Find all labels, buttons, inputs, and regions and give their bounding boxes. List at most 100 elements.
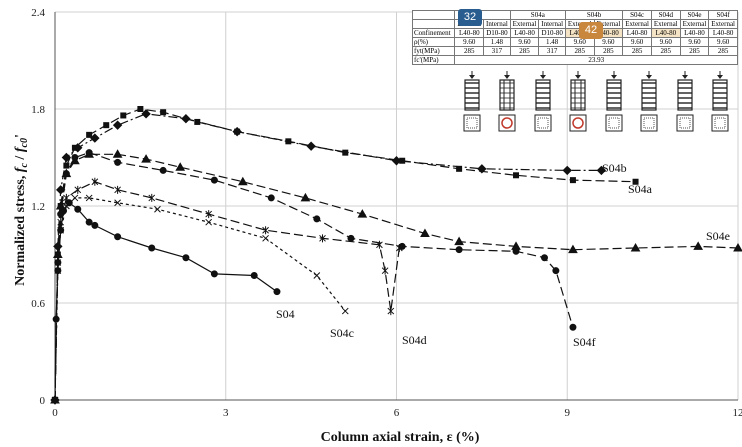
- specimen-sketch: [533, 71, 553, 133]
- series-label-s04d: S04d: [402, 333, 427, 347]
- data-point: [85, 194, 93, 202]
- table-header-cell: S04d: [650, 10, 681, 20]
- data-point: [232, 126, 242, 137]
- table-cell: 317: [483, 46, 511, 56]
- data-point: [74, 205, 82, 213]
- data-point: [306, 141, 316, 151]
- series-s04b: [50, 109, 607, 405]
- axes: 0 3 6 9 12 0 0.6 1.2 1.8 2.4: [31, 7, 742, 419]
- specimen-sketches: [412, 65, 738, 133]
- data-point: [182, 254, 190, 262]
- y-tick-label: 1.8: [31, 104, 45, 116]
- x-tick-label: 9: [565, 407, 571, 419]
- data-point: [569, 177, 576, 184]
- x-tick-label: 3: [223, 407, 229, 419]
- data-point: [141, 109, 151, 119]
- data-point: [160, 109, 167, 116]
- series-label-s04b: S04b: [602, 161, 627, 175]
- data-point: [112, 149, 123, 158]
- data-point: [552, 267, 560, 275]
- table-cell: D10-80: [538, 28, 566, 38]
- table-cell: 9.60: [622, 37, 652, 47]
- table-header-cell: S04f: [708, 10, 738, 20]
- table-cell: L40-80: [708, 28, 738, 38]
- table-cell: 9.60: [454, 37, 485, 47]
- series-line-s04c: [54, 197, 346, 401]
- data-point: [137, 106, 144, 112]
- table-cell: 285: [708, 46, 738, 56]
- y-tick-label: 2.4: [31, 7, 45, 19]
- series-s04: [51, 199, 281, 404]
- series-layer: [50, 106, 742, 405]
- column-sketch-icon: [463, 71, 481, 132]
- confinement-type-row: ExternalInternalExternalInternalExternal…: [411, 19, 738, 29]
- data-point: [86, 131, 93, 138]
- data-point: [114, 199, 121, 207]
- table-cell: 285: [622, 46, 652, 56]
- data-point: [63, 162, 70, 169]
- data-point: [90, 133, 100, 143]
- confinement-type-cell: External: [679, 19, 710, 29]
- table-cell: 9.60: [509, 37, 540, 47]
- data-point: [62, 170, 70, 178]
- data-point: [596, 165, 607, 176]
- data-point: [148, 193, 156, 202]
- table-cell: L40-80: [622, 28, 652, 38]
- table-header-cell: S04a: [509, 10, 566, 20]
- table-row-label: fyt(MPa): [411, 46, 456, 56]
- series-label-s04c: S04c: [330, 326, 354, 340]
- data-point: [273, 288, 281, 296]
- data-point: [55, 200, 66, 210]
- series-line-s04b: [54, 113, 602, 401]
- y-axis-title: Normalized stress, fc / fc0': [13, 134, 30, 286]
- table-row: fc'(MPa) 23.93: [411, 55, 738, 65]
- data-point: [61, 152, 72, 163]
- data-point: [91, 221, 99, 229]
- column-sketch-icon: [640, 71, 658, 132]
- data-point: [205, 218, 213, 226]
- column-sketch-icon: [711, 71, 729, 132]
- inset-table-panel: 32 42 S04a S04b S04c S04d S04e S04f Exte…: [411, 9, 738, 133]
- series-s04d: [51, 177, 403, 404]
- data-point: [205, 210, 213, 219]
- data-point: [250, 272, 258, 280]
- data-point: [112, 120, 123, 130]
- badge-42[interactable]: 42: [579, 22, 603, 39]
- table-cell: 23.93: [454, 55, 738, 65]
- data-point: [114, 233, 122, 241]
- specimen-sketch: [604, 71, 624, 133]
- table-row: ρ(%) 9.60 1.48 9.60 1.48 9.60 9.60 9.60 9.60 9.60…: [411, 37, 738, 47]
- data-point: [319, 234, 326, 243]
- data-point: [267, 194, 275, 202]
- data-point: [262, 234, 269, 242]
- data-point: [210, 270, 218, 278]
- data-point: [71, 154, 79, 161]
- data-point: [91, 177, 99, 186]
- confinement-type-cell: External: [509, 19, 540, 29]
- series-label-s04e: S04e: [706, 229, 730, 243]
- data-point: [57, 210, 65, 218]
- data-point: [74, 185, 82, 194]
- badge-32[interactable]: 32: [458, 9, 482, 26]
- data-point: [630, 243, 641, 252]
- table-cell: 1.48: [483, 37, 511, 47]
- data-point: [387, 307, 395, 316]
- x-tick-label: 12: [733, 407, 742, 419]
- table-cell: 285: [454, 46, 485, 56]
- y-tick-label: 1.2: [31, 201, 45, 213]
- series-label-s04: S04: [276, 307, 295, 321]
- data-point: [120, 112, 127, 119]
- data-point: [632, 178, 639, 185]
- table-cell: 285: [564, 46, 595, 56]
- confinement-type-cell: External: [708, 19, 738, 29]
- data-point: [391, 156, 402, 166]
- data-point: [569, 323, 577, 331]
- data-point: [114, 158, 122, 166]
- data-point: [54, 267, 62, 275]
- specimen-sketch: [497, 71, 517, 133]
- table-cell: 285: [679, 46, 710, 56]
- table-row-label: fc'(MPa): [411, 55, 456, 65]
- data-point: [568, 244, 578, 254]
- table-cell: L40-80: [454, 28, 485, 38]
- table-cell: 1.48: [538, 37, 566, 47]
